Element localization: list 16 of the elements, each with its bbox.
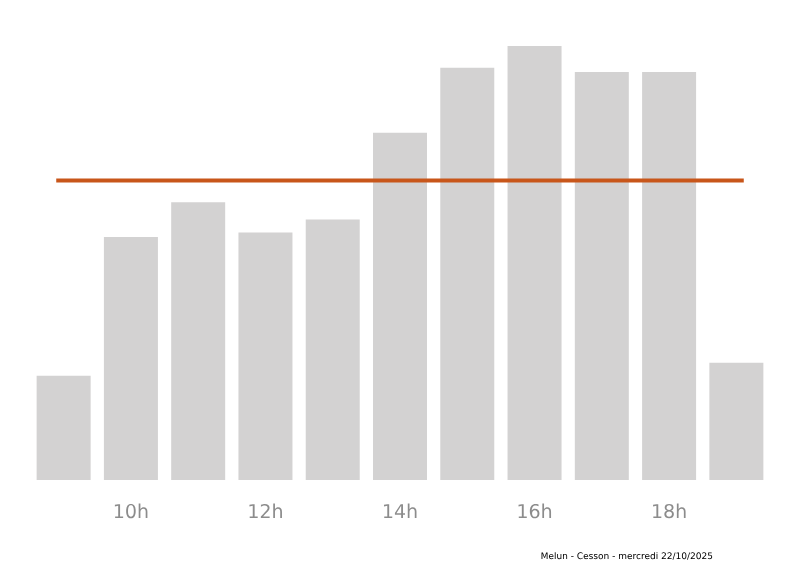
bar [103, 236, 158, 480]
bar [574, 72, 629, 480]
bar [507, 45, 562, 480]
bar [440, 67, 495, 480]
x-tick-label: 12h [249, 503, 282, 518]
bar [238, 232, 293, 480]
x-tick-label: 16h [518, 503, 552, 519]
bar [642, 72, 697, 480]
bar [171, 202, 226, 480]
x-tick-label: 18h [653, 503, 686, 519]
x-tick-label: 14h [383, 503, 417, 518]
bar [373, 132, 427, 480]
bar [36, 375, 91, 480]
bar [305, 219, 360, 480]
x-tick-label: 10h [114, 503, 148, 519]
bar [709, 362, 764, 480]
